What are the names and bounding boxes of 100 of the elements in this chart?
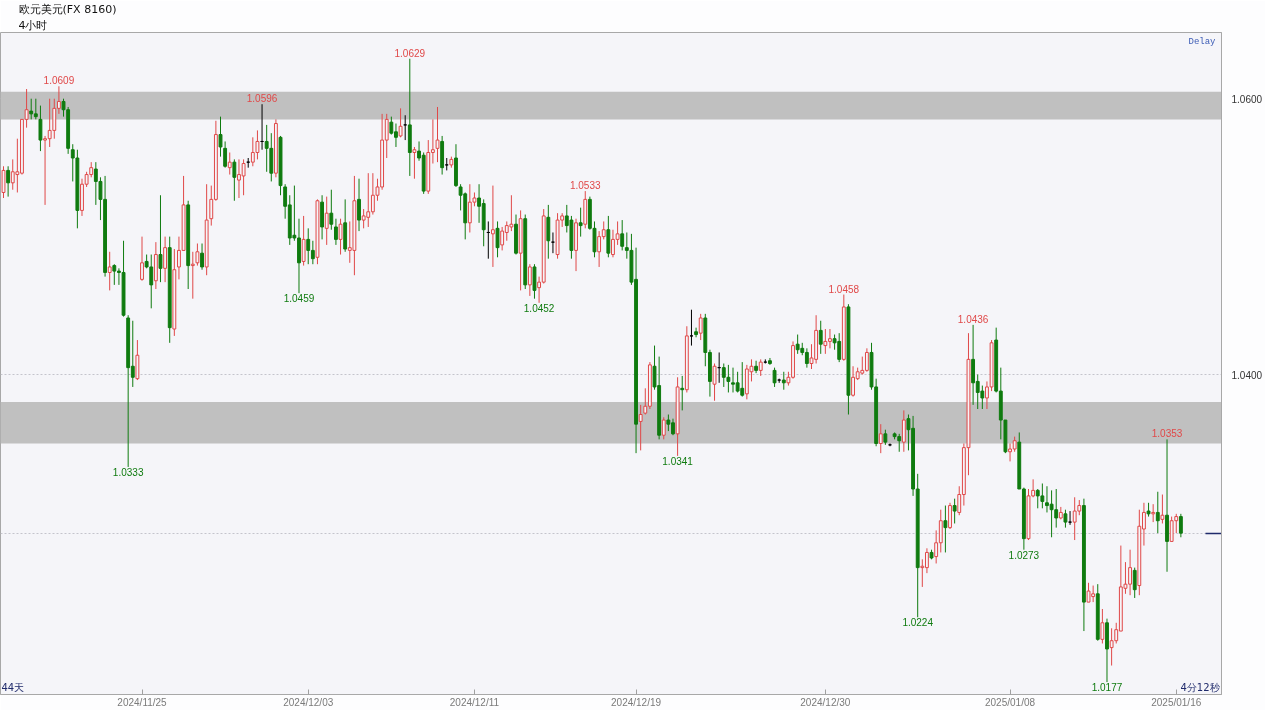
candlestick xyxy=(578,207,583,238)
candlestick xyxy=(527,263,532,297)
candlestick xyxy=(509,194,514,232)
candlestick xyxy=(818,320,823,355)
x-tick-label: 2024/12/03 xyxy=(283,696,334,708)
annotation: 1.0596 xyxy=(246,93,278,105)
candlestick xyxy=(1132,567,1137,599)
annotation: 1.0609 xyxy=(43,75,75,87)
annotation: 1.0533 xyxy=(569,180,601,192)
annotation: 1.0458 xyxy=(828,283,860,295)
candlestick xyxy=(689,309,694,347)
candlestick xyxy=(241,158,246,196)
candlestick xyxy=(412,146,417,180)
candlestick xyxy=(740,361,745,398)
candlestick xyxy=(361,208,366,229)
candlestick xyxy=(107,251,112,291)
chart-subtitle: 4小时 xyxy=(18,19,48,32)
candlestick xyxy=(726,364,731,393)
candlestick xyxy=(255,129,260,160)
candlestick xyxy=(264,124,269,173)
y-tick-label: 1.0400 xyxy=(1231,369,1263,381)
candlestick xyxy=(163,236,168,283)
candlestick xyxy=(301,215,306,267)
candlestick xyxy=(878,423,883,454)
candlestick xyxy=(112,263,117,286)
candlestick xyxy=(403,114,408,141)
candlestick xyxy=(200,243,204,271)
candlestick xyxy=(435,106,440,163)
candlestick xyxy=(694,327,698,338)
candlestick xyxy=(1049,489,1054,538)
annotation: 1.0353 xyxy=(1151,428,1183,440)
annotation: 4分12秒 xyxy=(1180,681,1220,693)
candlestick xyxy=(795,334,800,355)
candlestick xyxy=(1109,627,1114,667)
candlestick xyxy=(980,385,985,410)
candlestick xyxy=(532,263,537,300)
candlestick xyxy=(901,409,906,453)
candlestick xyxy=(338,218,343,256)
x-tick-label: 2024/11/25 xyxy=(117,696,168,708)
annotation: 1.0273 xyxy=(1008,549,1040,561)
annotation: 1.0224 xyxy=(902,617,934,629)
annotation: 1.0341 xyxy=(662,455,694,467)
candlestick xyxy=(140,236,144,282)
candlestick xyxy=(1169,516,1174,542)
annotation: 44天 xyxy=(1,681,25,693)
candlestick xyxy=(329,189,334,231)
candlestick xyxy=(620,219,625,251)
candlestick xyxy=(1040,482,1045,509)
candlestick xyxy=(33,98,38,120)
candlestick xyxy=(195,243,200,267)
candlestick xyxy=(606,215,611,258)
candlestick xyxy=(29,98,34,120)
candlestick xyxy=(1178,513,1183,538)
candlestick xyxy=(952,498,957,524)
annotation: 1.0177 xyxy=(1091,682,1123,694)
candlestick xyxy=(306,227,311,265)
chart-title: 欧元美元(FX 8160) xyxy=(18,3,117,16)
x-tick-label: 2025/01/08 xyxy=(985,696,1036,708)
candlestick xyxy=(324,196,329,246)
candlestick xyxy=(721,363,726,388)
candlestick xyxy=(754,360,759,374)
candlestick xyxy=(661,416,666,440)
candlestick xyxy=(495,220,500,258)
annotation: 1.0452 xyxy=(523,302,555,314)
candlestick xyxy=(1155,491,1160,534)
candlestick xyxy=(1035,488,1040,509)
candlestick xyxy=(823,328,828,355)
candlestick xyxy=(232,158,237,202)
candlestick xyxy=(158,194,163,283)
candlestick xyxy=(334,218,338,246)
annotation: 1.0333 xyxy=(112,466,144,478)
candlestick xyxy=(366,172,371,228)
candlestick xyxy=(10,158,15,191)
candlestick xyxy=(597,230,602,268)
candlestick xyxy=(698,313,703,341)
candlestick xyxy=(1160,494,1165,524)
candlestick xyxy=(504,220,509,242)
candlestick xyxy=(227,151,232,176)
candlestick xyxy=(47,98,52,148)
candlestick xyxy=(938,509,943,553)
candlestick xyxy=(1086,582,1091,603)
annotation: 1.0436 xyxy=(957,313,989,325)
candlestick xyxy=(638,404,643,451)
candlestick xyxy=(6,165,11,198)
candlestick xyxy=(804,347,809,369)
x-tick-label: 2025/01/16 xyxy=(1151,696,1202,708)
candlestick xyxy=(130,320,135,388)
x-tick-label: 2024/12/30 xyxy=(800,696,851,708)
candlestick xyxy=(190,251,195,300)
candlestick xyxy=(398,107,403,138)
candlestick xyxy=(712,363,717,402)
candlestick xyxy=(864,347,869,373)
text: Delay xyxy=(1188,36,1217,47)
candlestick xyxy=(310,240,315,265)
candlestick xyxy=(490,185,495,268)
candlestick xyxy=(1072,496,1077,541)
candlestick xyxy=(1100,608,1105,644)
candlestick xyxy=(149,254,154,309)
candlestick xyxy=(1054,488,1059,529)
candlestick xyxy=(943,505,948,553)
